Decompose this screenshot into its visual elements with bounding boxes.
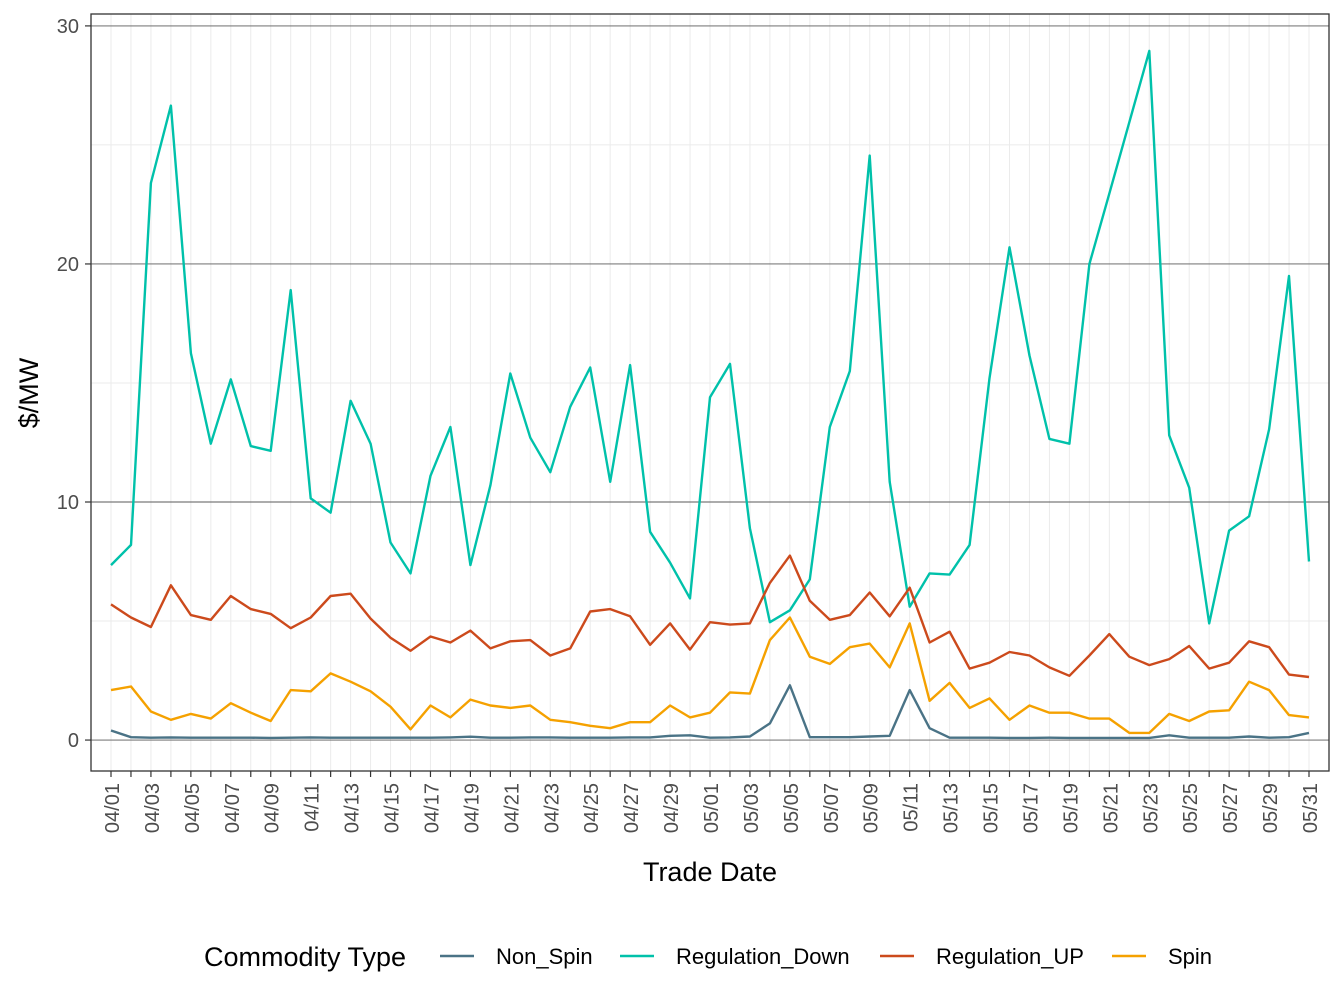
x-tick-label: 04/19	[461, 783, 483, 833]
x-axis-title: Trade Date	[643, 857, 777, 887]
y-axis-title: $/MW	[14, 357, 44, 428]
x-tick-label: 04/27	[621, 783, 643, 833]
major-gridlines	[91, 25, 1329, 741]
x-tick-label: 04/01	[102, 783, 124, 833]
y-tick-label: 0	[68, 730, 79, 752]
x-tick-label: 04/25	[581, 783, 603, 833]
series-line-non-spin	[110, 684, 1310, 740]
y-tick-label: 20	[57, 254, 79, 276]
series-lines	[110, 49, 1311, 740]
x-tick-label: 05/31	[1300, 783, 1322, 833]
series-line-regulation-down	[110, 49, 1311, 625]
x-tick-label: 05/03	[741, 783, 763, 833]
x-tick-label: 05/17	[1020, 783, 1042, 833]
x-tick-label: 05/21	[1100, 783, 1122, 833]
x-tick-label: 05/15	[981, 783, 1003, 833]
x-tick-label: 05/01	[701, 783, 723, 833]
legend: Commodity Type Non_Spin Regulation_Down Re…	[204, 942, 1212, 972]
x-tick-label: 04/15	[382, 783, 404, 833]
x-tick-label: 04/13	[342, 783, 364, 833]
x-tick-label: 05/23	[1140, 783, 1162, 833]
series-line-spin	[110, 616, 1310, 735]
legend-label: Non_Spin	[496, 944, 593, 969]
x-tick-label: 05/07	[821, 783, 843, 833]
x-tick-label: 05/25	[1180, 783, 1202, 833]
x-tick-label: 05/27	[1220, 783, 1242, 833]
y-tick-label: 30	[57, 16, 79, 38]
x-tick-label: 04/21	[501, 783, 523, 833]
x-tick-label: 04/03	[142, 783, 164, 833]
x-tick-label: 04/07	[222, 783, 244, 833]
y-axis: 0 10 20 30	[57, 16, 91, 752]
legend-label: Regulation_Down	[676, 944, 850, 969]
x-tick-label: 04/11	[302, 783, 324, 832]
x-tick-label: 05/13	[941, 783, 963, 833]
legend-label: Spin	[1168, 944, 1212, 969]
x-tick-label: 04/09	[262, 783, 284, 833]
x-tick-label: 04/17	[421, 783, 443, 833]
series-line-regulation-up	[110, 554, 1310, 679]
y-tick-label: 10	[57, 492, 79, 514]
minor-gridlines	[91, 14, 1329, 771]
x-tick-label: 05/05	[781, 783, 803, 833]
x-tick-label: 05/11	[901, 783, 923, 832]
x-tick-label: 04/23	[541, 783, 563, 833]
legend-label: Regulation_UP	[936, 944, 1084, 969]
x-tick-label: 04/05	[182, 783, 204, 833]
x-axis: 04/01 04/03 04/05 04/07 04/09 04/11 04/13 04/15…	[102, 771, 1322, 833]
x-tick-label: 05/09	[861, 783, 883, 833]
legend-title: Commodity Type	[204, 942, 406, 972]
x-tick-label: 05/19	[1060, 783, 1082, 833]
x-tick-label: 04/29	[661, 783, 683, 833]
x-tick-label: 05/29	[1260, 783, 1282, 833]
